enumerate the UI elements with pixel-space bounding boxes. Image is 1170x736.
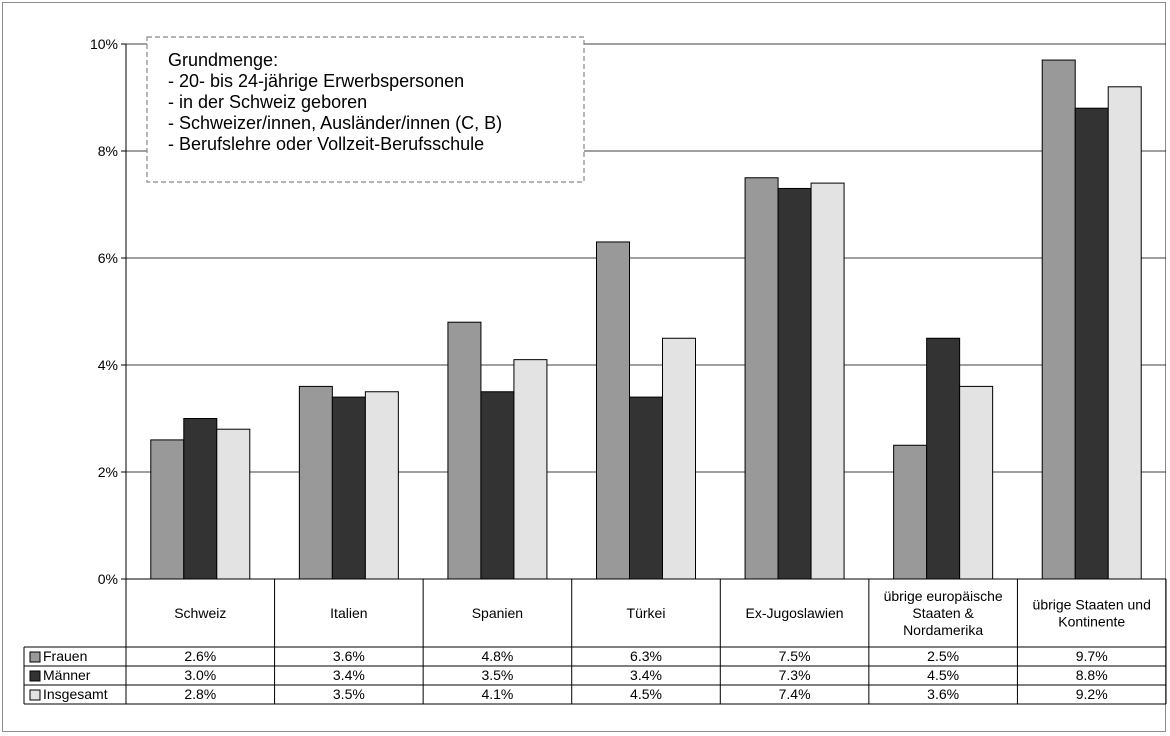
data-label: 6.3%	[630, 648, 662, 664]
bar-frauen	[298, 385, 333, 580]
category-label: Türkei	[627, 605, 666, 621]
category-label: Spanien	[472, 605, 523, 621]
bar-insgesamt	[959, 385, 994, 580]
data-label: 4.1%	[481, 686, 513, 702]
y-tick-label: 0%	[98, 571, 118, 587]
category-label: Ex-Jugoslawien	[746, 605, 844, 621]
category-label: Nordamerika	[903, 622, 983, 638]
y-tick-label: 10%	[90, 36, 118, 52]
legend-swatch	[29, 670, 41, 682]
bar-frauen	[1041, 59, 1076, 580]
bar-mnner	[183, 418, 218, 580]
data-label: 4.8%	[481, 648, 513, 664]
bar-mnner	[629, 396, 663, 580]
data-label: 7.5%	[779, 648, 811, 664]
annotation-box: Grundmenge:- 20- bis 24-jährige Erwerbsp…	[146, 36, 585, 183]
bar-mnner	[777, 187, 812, 580]
axes: 0% 2% 4% 6% 8% 10%	[90, 36, 127, 587]
data-label: 9.2%	[1076, 686, 1108, 702]
bar-insgesamt	[1107, 86, 1142, 580]
bar-insgesamt	[364, 391, 399, 580]
data-label: 9.7%	[1076, 648, 1108, 664]
y-tick-label: 8%	[98, 143, 118, 159]
y-tick-label: 6%	[98, 250, 118, 266]
data-label: 7.3%	[779, 667, 811, 683]
bar-frauen	[596, 241, 630, 580]
data-label: 4.5%	[927, 667, 959, 683]
legend-swatch	[29, 651, 41, 663]
data-table: Schweiz Italien Spanien Türkei Ex-Jugoslawie…	[23, 578, 1167, 705]
y-tick-label: 4%	[98, 357, 118, 373]
data-label: 7.4%	[779, 686, 811, 702]
data-label: 3.5%	[481, 667, 513, 683]
bar-frauen	[150, 439, 185, 580]
bar-insgesamt	[216, 428, 251, 580]
data-label: 2.6%	[184, 648, 216, 664]
bar-insgesamt	[513, 359, 548, 580]
bar-insgesamt	[810, 182, 845, 580]
bar-frauen	[744, 177, 779, 580]
bar-frauen	[447, 321, 482, 580]
data-label: 4.5%	[630, 686, 662, 702]
legend-label: Frauen	[43, 648, 87, 664]
bars	[150, 59, 1142, 580]
data-label: 3.6%	[333, 648, 365, 664]
category-label: Schweiz	[174, 605, 226, 621]
category-label: übrige europäische	[884, 588, 1003, 604]
category-label: übrige Staaten und	[1033, 597, 1151, 613]
category-label: Staaten &	[912, 605, 974, 621]
data-label: 8.8%	[1076, 667, 1108, 683]
y-tick-label: 2%	[98, 464, 118, 480]
bar-insgesamt	[662, 337, 696, 580]
data-label: 3.4%	[333, 667, 365, 683]
bar-mnner	[480, 391, 515, 580]
data-label: 3.5%	[333, 686, 365, 702]
legend-swatch	[29, 689, 41, 701]
data-label: 3.6%	[927, 686, 959, 702]
annotation-line: - in der Schweiz geboren	[168, 92, 367, 112]
category-label: Italien	[330, 605, 367, 621]
annotation-line: - Berufslehre oder Vollzeit-Berufsschule	[168, 134, 484, 154]
legend-label: Insgesamt	[43, 686, 108, 702]
category-label: Kontinente	[1058, 614, 1125, 630]
annotation-line: - Schweizer/innen, Ausländer/innen (C, B…	[168, 113, 502, 133]
annotation-line: Grundmenge:	[168, 50, 278, 70]
data-label: 2.5%	[927, 648, 959, 664]
annotation-line: - 20- bis 24-jährige Erwerbspersonen	[168, 71, 464, 91]
bar-mnner	[1074, 107, 1109, 580]
bar-mnner	[926, 337, 961, 580]
bar-mnner	[331, 396, 366, 580]
annotation-frame	[146, 36, 585, 183]
data-label: 3.4%	[630, 667, 662, 683]
data-label: 3.0%	[184, 667, 216, 683]
legend-label: Männer	[43, 667, 91, 683]
bar-frauen	[893, 444, 928, 580]
data-label: 2.8%	[184, 686, 216, 702]
